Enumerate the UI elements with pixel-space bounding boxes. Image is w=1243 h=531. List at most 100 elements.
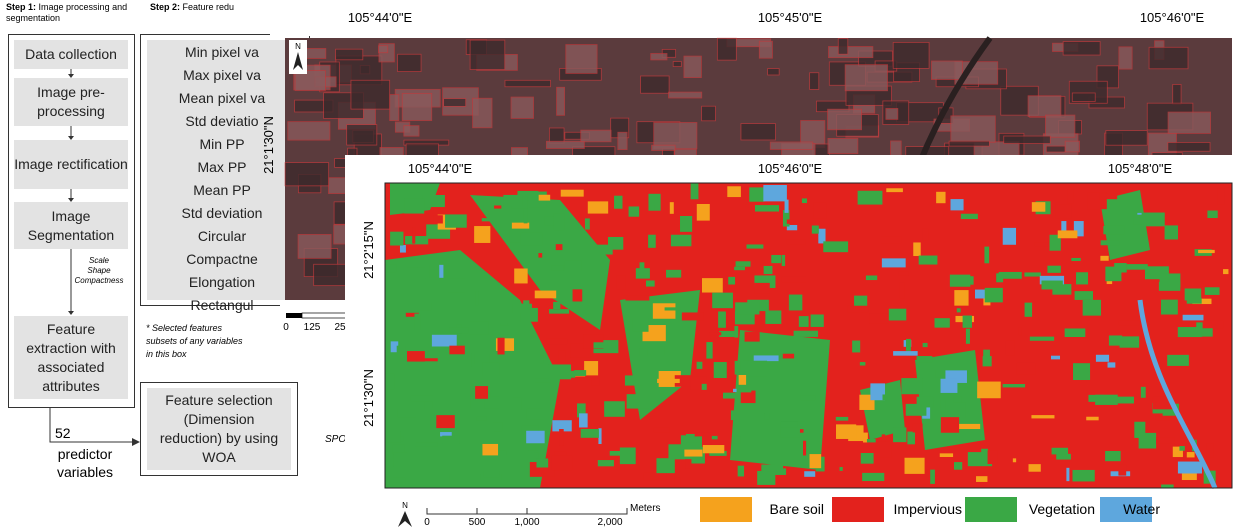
land-patch [923, 343, 928, 347]
land-patch [1187, 452, 1195, 457]
land-patch [604, 401, 625, 417]
land-patch [803, 441, 806, 456]
land-patch [718, 311, 726, 327]
land-patch [771, 255, 781, 263]
land-patch [675, 478, 680, 486]
land-patch [654, 428, 670, 433]
land-patch [1071, 258, 1080, 261]
land-patch [639, 348, 647, 356]
sat-block [557, 87, 565, 115]
y-coord-label: 21°1'30"N [261, 116, 276, 174]
land-patch [709, 332, 721, 335]
land-patch [1161, 300, 1178, 315]
scale-label: 0 [424, 517, 430, 528]
sat-block [402, 93, 432, 120]
land-patch [695, 432, 720, 436]
sat-block [949, 141, 989, 146]
land-patch [436, 415, 454, 428]
sat-block [581, 130, 611, 142]
land-patch [474, 354, 489, 364]
land-patch [1109, 335, 1122, 345]
land-patch [1198, 250, 1215, 253]
land-patch [482, 218, 490, 221]
land-patch [500, 325, 509, 334]
land-patch [952, 403, 965, 419]
land-patch [818, 229, 825, 244]
land-patch [546, 339, 567, 344]
land-patch [553, 302, 560, 309]
land-patch [588, 201, 608, 213]
land-patch [1072, 470, 1094, 482]
land-patch [1179, 446, 1184, 451]
land-patch [781, 422, 797, 428]
land-patch [765, 310, 781, 323]
land-patch [881, 236, 901, 244]
land-patch [564, 261, 581, 271]
sat-block [298, 234, 331, 258]
land-patch [984, 247, 989, 264]
land-patch [1075, 291, 1093, 300]
sat-block [379, 46, 388, 53]
land-patch [836, 417, 848, 421]
sat-block [288, 122, 330, 140]
land-patch [763, 185, 787, 201]
sat-block [759, 41, 772, 58]
land-patch [1016, 363, 1036, 375]
land-patch [731, 410, 736, 420]
land-patch [614, 196, 622, 209]
land-patch [627, 394, 650, 408]
land-patch [404, 198, 424, 213]
land-patch [656, 458, 674, 473]
page: Step 1: Image processing and segmentatio… [0, 0, 1243, 531]
land-patch [745, 332, 760, 342]
scale-bar [302, 313, 350, 318]
land-patch [573, 289, 583, 301]
legend-swatch [832, 497, 884, 522]
land-patch [940, 453, 953, 457]
x-coord-label: 105°46'0"E [1140, 10, 1205, 25]
sat-block [336, 49, 363, 60]
land-patch [848, 305, 868, 313]
land-patch [719, 331, 737, 337]
land-patch [1099, 194, 1117, 200]
sat-block [770, 142, 813, 149]
legend-label: Water [1123, 501, 1160, 517]
land-patch [941, 400, 945, 412]
land-patch [666, 270, 681, 278]
sat-block [444, 99, 466, 107]
land-patch [633, 318, 649, 332]
land-patch [754, 355, 779, 361]
sat-block [1063, 42, 1100, 56]
sat-block [828, 138, 858, 153]
land-patch [800, 429, 804, 433]
land-patch [860, 362, 866, 365]
land-patch [1058, 230, 1078, 238]
land-patch [617, 275, 626, 289]
land-patch [524, 209, 528, 224]
land-patch [648, 235, 656, 248]
land-patch [787, 220, 794, 224]
land-patch [882, 258, 906, 267]
land-patch [581, 429, 599, 438]
y-coord-label: 21°2'15"N [361, 221, 376, 279]
scale-bar [286, 313, 302, 318]
land-patch [482, 363, 499, 376]
sat-block [768, 69, 780, 75]
land-patch [930, 470, 935, 484]
land-patch [1120, 336, 1140, 347]
land-patch [882, 394, 887, 400]
sat-header [270, 0, 1243, 36]
land-patch [1207, 211, 1217, 218]
land-patch [906, 339, 911, 351]
land-patch [629, 206, 640, 216]
land-patch [411, 395, 433, 401]
land-patch [442, 436, 459, 444]
land-patch [691, 183, 699, 199]
land-patch [861, 453, 874, 464]
land-patch [439, 265, 443, 278]
land-patch [961, 214, 978, 219]
scale-label: 0 [283, 322, 289, 333]
land-patch [552, 265, 564, 270]
land-patch [996, 273, 1003, 282]
sat-block [1173, 84, 1181, 104]
